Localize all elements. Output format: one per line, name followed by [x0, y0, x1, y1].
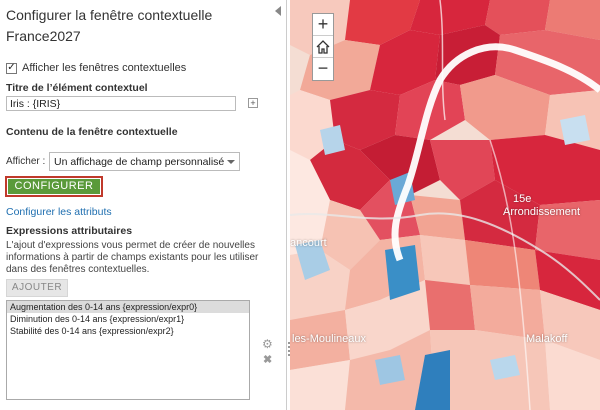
insert-field-icon[interactable]: + [248, 98, 258, 108]
expression-item[interactable]: Stabilité des 0-14 ans {expression/expr2… [10, 326, 174, 336]
popup-title-heading: Titre de l’élément contextuel [6, 82, 148, 94]
expression-item[interactable]: Diminution des 0-14 ans {expression/expr… [10, 314, 185, 324]
home-button[interactable] [313, 36, 333, 58]
show-popups-row[interactable]: ✓ Afficher les fenêtres contextuelles [6, 62, 186, 74]
gear-icon[interactable]: ⚙ [262, 337, 273, 351]
chevron-down-icon [227, 160, 235, 164]
close-icon[interactable]: ✖ [263, 354, 273, 366]
expression-item[interactable]: Augmentation des 0-14 ans {expression/ex… [7, 301, 249, 313]
map-label-arrondissement: Arrondissement [503, 206, 581, 218]
show-popups-checkbox[interactable]: ✓ [6, 62, 17, 74]
display-label: Afficher : [6, 156, 46, 167]
map-view[interactable]: 15e Arrondissement ancourt les-Moulineau… [290, 0, 600, 410]
zoom-control: + − [312, 13, 334, 81]
expressions-heading: Expressions attributaires [6, 225, 133, 237]
zoom-out-button[interactable]: − [313, 58, 333, 80]
map-label-malakoff: Malakoff [526, 333, 568, 345]
configure-button[interactable]: CONFIGURER [8, 179, 100, 194]
panel-title: Configurer la fenêtre contextuelle Franc… [6, 7, 213, 44]
configure-button-highlight: CONFIGURER [5, 176, 103, 197]
popup-content-heading: Contenu de la fenêtre contextuelle [6, 126, 178, 138]
map-label-moulineaux: les-Moulineaux [292, 333, 366, 345]
display-select[interactable]: Un affichage de champ personnalisé [49, 152, 240, 171]
show-popups-label: Afficher les fenêtres contextuelles [22, 62, 187, 74]
popup-title-input[interactable]: Iris : {IRIS} [6, 96, 236, 111]
panel-splitter[interactable] [288, 342, 290, 356]
configure-attributes-link[interactable]: Configurer les attributs [6, 206, 112, 218]
collapse-panel-icon[interactable] [275, 6, 281, 16]
home-icon [316, 40, 330, 54]
popup-config-panel: Configurer la fenêtre contextuelle Franc… [0, 0, 287, 410]
expressions-description: L'ajout d'expressions vous permet de cré… [6, 240, 259, 275]
zoom-in-button[interactable]: + [313, 14, 333, 36]
choropleth-map [290, 0, 600, 410]
expression-list[interactable]: Augmentation des 0-14 ans {expression/ex… [6, 300, 250, 400]
add-expression-button[interactable]: AJOUTER [6, 279, 68, 297]
map-label-15e: 15e [513, 193, 532, 205]
display-select-value: Un affichage de champ personnalisé [54, 156, 225, 168]
map-label-vancourt: ancourt [290, 237, 327, 249]
